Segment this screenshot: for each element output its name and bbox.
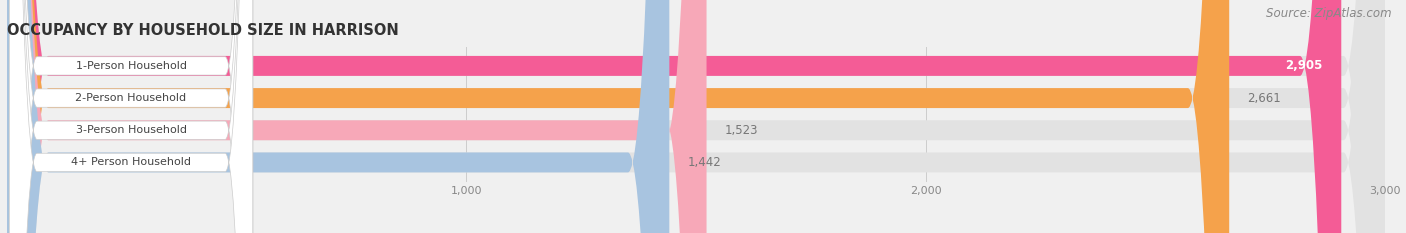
Text: 1,442: 1,442: [688, 156, 721, 169]
FancyBboxPatch shape: [7, 0, 707, 233]
Text: 1-Person Household: 1-Person Household: [76, 61, 187, 71]
FancyBboxPatch shape: [7, 0, 1385, 233]
Text: OCCUPANCY BY HOUSEHOLD SIZE IN HARRISON: OCCUPANCY BY HOUSEHOLD SIZE IN HARRISON: [7, 24, 399, 38]
Text: 2-Person Household: 2-Person Household: [76, 93, 187, 103]
Text: 2,905: 2,905: [1285, 59, 1323, 72]
FancyBboxPatch shape: [7, 0, 1385, 233]
FancyBboxPatch shape: [10, 0, 253, 233]
FancyBboxPatch shape: [10, 0, 253, 233]
FancyBboxPatch shape: [7, 0, 1385, 233]
FancyBboxPatch shape: [7, 0, 1341, 233]
Text: 3-Person Household: 3-Person Household: [76, 125, 187, 135]
Text: 2,661: 2,661: [1247, 92, 1281, 105]
FancyBboxPatch shape: [7, 0, 669, 233]
Text: 4+ Person Household: 4+ Person Household: [72, 158, 191, 168]
FancyBboxPatch shape: [10, 0, 253, 233]
Text: 1,523: 1,523: [725, 124, 758, 137]
FancyBboxPatch shape: [7, 0, 1229, 233]
Text: Source: ZipAtlas.com: Source: ZipAtlas.com: [1267, 7, 1392, 20]
FancyBboxPatch shape: [10, 0, 253, 233]
FancyBboxPatch shape: [7, 0, 1385, 233]
